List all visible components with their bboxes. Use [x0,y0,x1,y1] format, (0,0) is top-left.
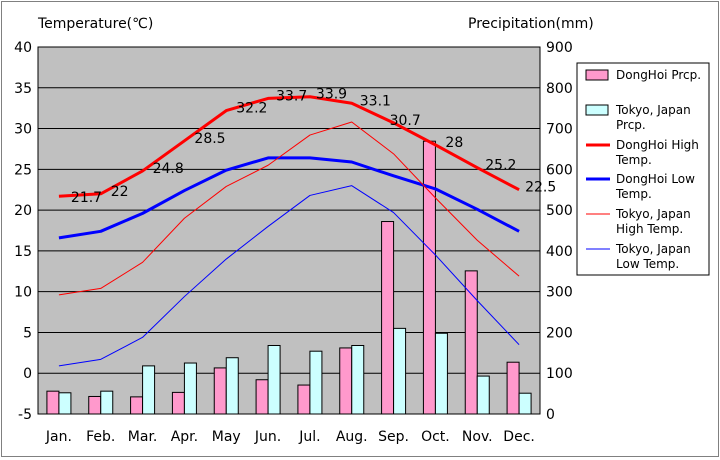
precip-bar [339,347,353,415]
left-tick-label: 0 [23,366,32,382]
data-label: 33.1 [360,93,391,109]
x-tick-label: Sep. [378,429,409,445]
legend-box [576,62,710,276]
right-tick-label: 900 [546,40,573,56]
left-tick-label: 40 [14,40,32,56]
precip-bar [183,362,197,415]
x-tick-label: Jun. [254,429,281,445]
plot-area: -505101520253035400100200300400500600700… [14,40,573,445]
temperature-line [58,121,520,296]
precip-bar [267,344,281,415]
left-tick-label: 15 [14,244,32,260]
right-tick-label: 500 [546,203,573,219]
precip-bar [213,367,227,415]
temperature-line [58,95,520,198]
precip-bar [100,390,114,415]
left-tick-label: 30 [14,122,32,138]
precip-bar [255,379,269,415]
right-tick-label: 400 [546,244,573,260]
precip-bar [506,361,520,415]
precip-bar [434,332,448,415]
legend-label: DongHoi Low Temp. [615,172,695,201]
data-label: 21.7 [71,190,102,206]
x-tick-label: Dec. [503,429,535,445]
legend-label: Tokyo, Japan Prcp. [615,103,691,132]
x-tick-label: Aug. [336,429,368,445]
left-tick-label: 10 [14,285,32,301]
legend-label: Tokyo, Japan Low Temp. [615,242,691,271]
data-label: 30.7 [390,113,421,129]
precip-bar [142,365,156,415]
left-tick-label: 5 [23,325,32,341]
left-tick-label: -5 [18,407,32,423]
precip-bar [381,221,395,415]
precip-bar [88,395,102,415]
left-tick-label: 20 [14,203,32,219]
precip-bar [351,344,365,415]
precip-bar [58,392,72,415]
x-tick-label: Feb. [86,429,115,445]
data-label: 22 [111,184,129,200]
right-tick-label: 100 [546,366,573,382]
x-tick-label: Jan. [45,429,72,445]
precip-bar [422,140,436,415]
precip-bar [171,391,185,415]
right-tick-label: 700 [546,122,573,138]
legend: DongHoi Prcp. Tokyo, Japan Prcp. DongHoi Hi… [576,62,710,276]
legend-label: DongHoi High Temp. [615,138,699,167]
precip-bar [393,327,407,415]
legend-label: DongHoi Prcp. [616,68,701,82]
data-label: 28.5 [194,131,225,147]
right-tick-label: 0 [546,407,555,423]
left-tick-label: 25 [14,162,32,178]
legend-swatch [585,104,609,116]
data-label: 22.5 [525,180,556,196]
data-label: 33.9 [316,87,347,103]
precip-bar [518,392,532,415]
right-axis-title: Precipitation(mm) [468,16,594,32]
x-tick-label: Apr. [171,429,198,445]
x-tick-label: Jul. [298,429,320,445]
data-label: 28 [445,135,463,151]
temperature-line [58,185,520,367]
precip-bar [476,375,490,415]
left-tick-label: 35 [14,81,32,97]
x-tick-label: Mar. [128,429,158,445]
data-label: 32.2 [236,101,267,117]
precip-bar [130,396,144,415]
plot-background [37,46,541,415]
right-tick-label: 600 [546,162,573,178]
precip-bar [297,384,311,415]
temperature-line [58,156,520,240]
x-tick-label: Nov. [462,429,493,445]
precip-bar [46,390,60,415]
legend-label: Tokyo, Japan High Temp. [615,207,691,236]
data-label: 33.7 [276,88,307,104]
right-tick-label: 800 [546,81,573,97]
data-label: 24.8 [153,161,184,177]
x-tick-label: May [212,429,241,445]
right-tick-label: 300 [546,285,573,301]
right-tick-label: 200 [546,325,573,341]
data-label: 25.2 [485,158,516,174]
x-tick-label: Oct. [421,429,450,445]
precip-bar [464,270,478,415]
precip-bar [225,357,239,415]
left-axis-title: Temperature(℃) [37,16,153,32]
precip-bar [309,350,323,415]
legend-swatch [585,69,609,81]
